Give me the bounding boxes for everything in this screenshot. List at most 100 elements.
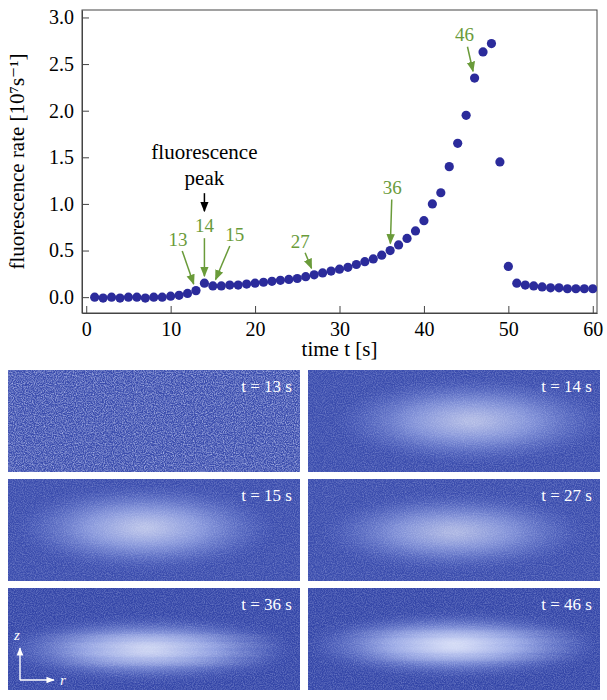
data-point xyxy=(200,279,209,288)
x-tick-label: 20 xyxy=(246,318,266,340)
plot-frame xyxy=(82,10,597,313)
x-tick-mark xyxy=(171,306,172,313)
cloud-fringe xyxy=(40,635,285,638)
cloud-fringe xyxy=(46,644,280,647)
annotation-label: 46 xyxy=(455,24,474,45)
x-tick-label: 10 xyxy=(161,318,181,340)
image-content xyxy=(308,370,600,472)
figure: 01020304050600.00.51.01.52.02.53.0time t… xyxy=(0,0,607,700)
data-point xyxy=(386,246,395,255)
y-tick-mark xyxy=(82,297,89,298)
x-tick-label: 50 xyxy=(499,318,519,340)
image-label: t = 27 s xyxy=(541,486,592,505)
x-axis-line xyxy=(83,313,598,314)
data-point xyxy=(124,293,133,302)
data-point xyxy=(166,292,175,301)
annotation-arrow xyxy=(305,253,311,269)
data-point xyxy=(453,139,462,148)
y-tick-label: 1.0 xyxy=(49,193,74,215)
data-point xyxy=(158,293,167,302)
y-tick-label: 3.0 xyxy=(49,6,74,28)
image-panel: t = 27 s xyxy=(308,479,600,581)
data-point xyxy=(191,286,200,295)
image-label: t = 15 s xyxy=(241,486,292,505)
data-point xyxy=(174,291,183,300)
y-tick-label: 0.0 xyxy=(49,286,74,308)
x-tick-mark xyxy=(593,306,594,313)
annotation-arrow xyxy=(467,47,473,71)
image-background xyxy=(8,370,300,472)
data-point xyxy=(554,283,563,292)
data-point xyxy=(183,289,192,298)
image-content xyxy=(8,479,300,581)
annotation-label: 15 xyxy=(225,224,244,245)
x-tick: 40 xyxy=(414,306,434,340)
image-axis-label: z xyxy=(13,627,20,643)
y-tick-mark xyxy=(82,251,89,252)
y-tick-label: 1.5 xyxy=(49,146,74,168)
image-panel: t = 36 szr xyxy=(2,588,300,690)
data-point xyxy=(394,240,403,249)
data-point xyxy=(512,279,521,288)
data-point xyxy=(352,260,361,269)
y-tick: 1.5 xyxy=(49,146,89,168)
x-tick-label: 0 xyxy=(82,318,92,340)
data-point xyxy=(571,284,580,293)
data-point xyxy=(419,216,428,225)
data-point xyxy=(411,226,420,235)
image-noise xyxy=(308,588,600,690)
x-tick: 30 xyxy=(330,306,350,340)
data-point xyxy=(234,280,243,289)
x-tick: 50 xyxy=(499,306,519,340)
data-point xyxy=(495,157,504,166)
data-point xyxy=(250,279,259,288)
image-background xyxy=(308,479,600,581)
image-content xyxy=(308,588,600,690)
image-panel: t = 13 s xyxy=(8,370,300,472)
data-point xyxy=(115,293,124,302)
y-tick: 1.0 xyxy=(49,193,89,215)
y-tick-label: 2.0 xyxy=(49,100,74,122)
data-point xyxy=(276,276,285,285)
y-tick-label: 2.5 xyxy=(49,53,74,75)
data-point xyxy=(521,280,530,289)
image-label: t = 13 s xyxy=(241,377,292,396)
points xyxy=(90,39,597,303)
annotation-arrow xyxy=(204,238,206,276)
axis-arrow-vertical xyxy=(19,648,20,680)
cloud-fringe xyxy=(358,649,580,652)
image-content xyxy=(8,588,300,690)
data-point xyxy=(588,284,597,293)
y-tick-label: 0.5 xyxy=(49,239,74,261)
image-axis-label: r xyxy=(60,672,66,688)
x-tick-label: 60 xyxy=(583,318,603,340)
data-point xyxy=(149,293,158,302)
data-point xyxy=(580,284,589,293)
x-tick: 20 xyxy=(246,306,266,340)
annotation-label: 13 xyxy=(168,229,187,250)
y-tick-mark xyxy=(82,64,89,65)
annotation-label: 27 xyxy=(291,231,310,252)
data-point xyxy=(343,263,352,272)
y-axis: 0.0 0.5 1.0 1.5 2.0 2.5 3.0 xyxy=(49,6,89,313)
y-tick-mark xyxy=(82,204,89,205)
y-tick-mark xyxy=(82,111,89,112)
data-point xyxy=(369,254,378,263)
atom-cloud xyxy=(8,619,294,680)
y-tick: 3.0 xyxy=(49,6,89,28)
data-point xyxy=(132,293,141,302)
annotation-label: 36 xyxy=(383,177,402,198)
data-point xyxy=(217,281,226,290)
data-point xyxy=(462,111,471,120)
data-point xyxy=(99,293,108,302)
x-tick-mark xyxy=(424,306,425,313)
y-tick-mark xyxy=(82,157,89,158)
data-point xyxy=(107,293,116,302)
image-panel: t = 46 s xyxy=(308,588,600,690)
data-point xyxy=(225,280,234,289)
data-point xyxy=(436,188,445,197)
data-point xyxy=(284,275,293,284)
annotation-label: fluorescencepeak xyxy=(151,140,257,190)
image-noise xyxy=(8,479,300,581)
y-tick: 0.0 xyxy=(49,286,89,308)
